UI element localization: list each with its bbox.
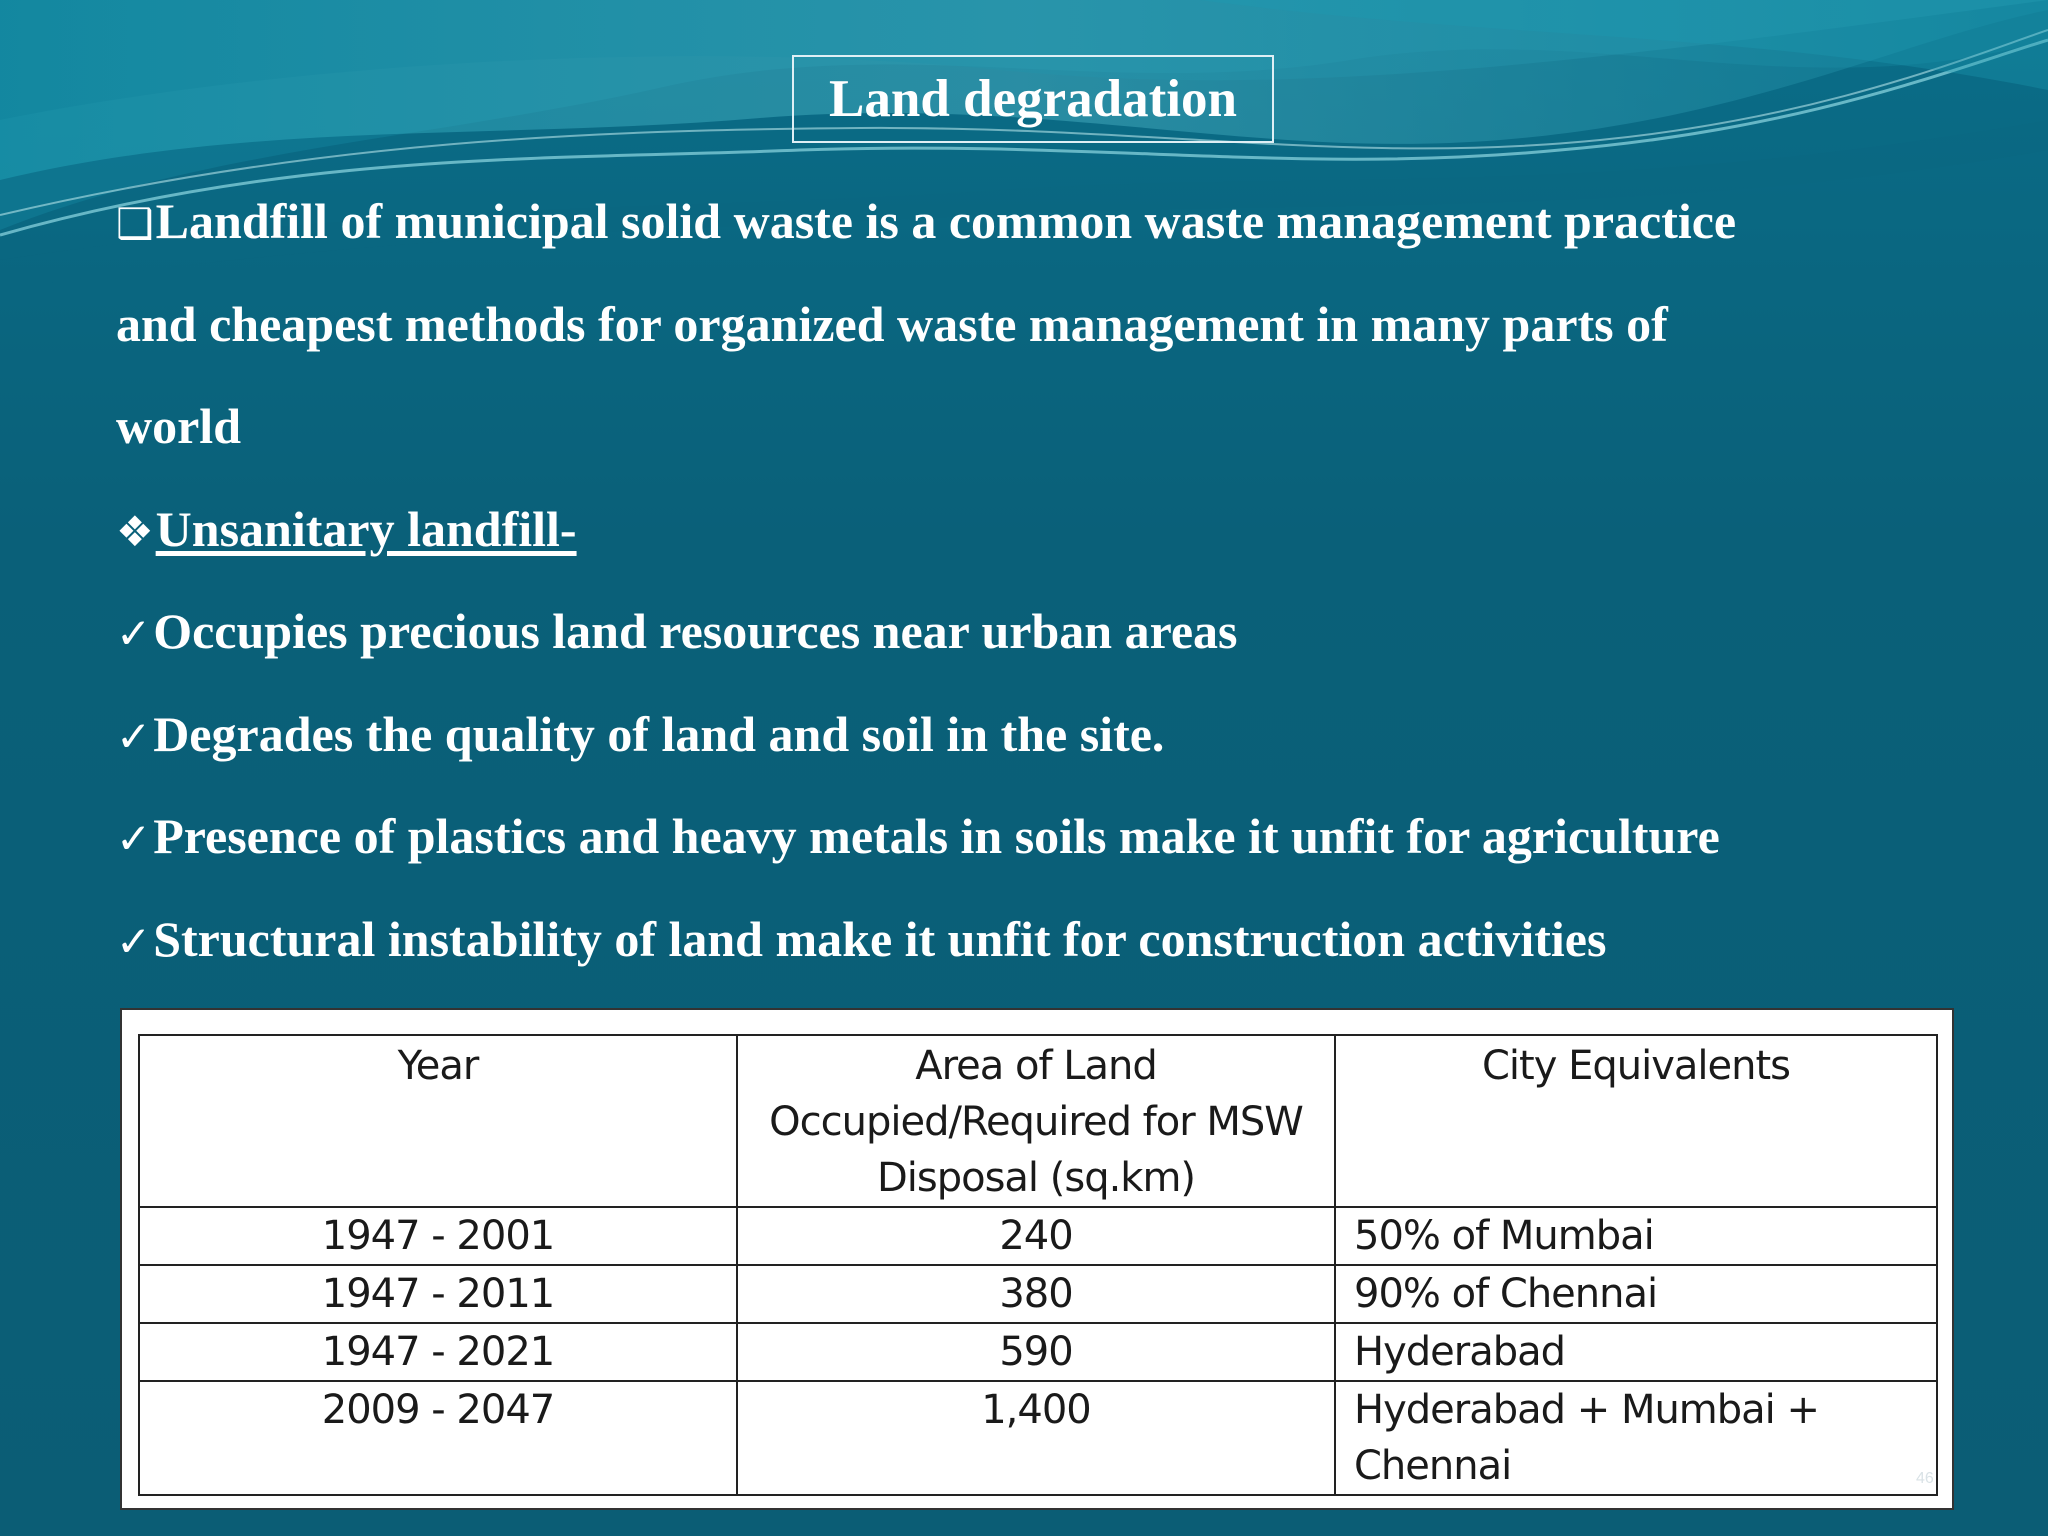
checkmark-icon: ✓	[116, 711, 152, 761]
header-area-line: Disposal (sq.km)	[876, 1155, 1196, 1201]
table-row: 1947 - 2001 240 50% of Mumbai	[138, 1206, 1938, 1266]
cell-city: 90% of Chennai	[1334, 1264, 1938, 1324]
cell-city: 50% of Mumbai	[1334, 1206, 1938, 1266]
table-panel: Year Area of Land Occupied/Required for …	[120, 1008, 1954, 1510]
bullet-text-line: world	[116, 398, 241, 454]
cell-year: 1947 - 2001	[138, 1206, 738, 1266]
table-row: 2009 - 2047 1,400 Hyderabad + Mumbai + C…	[138, 1380, 1938, 1496]
bullet-item-landfill-cont: world	[116, 375, 2016, 478]
table-row: 1947 - 2021 590 Hyderabad	[138, 1322, 1938, 1382]
bullet-text-line: and cheapest methods for organized waste…	[116, 295, 1668, 352]
header-area-line: Area of Land	[915, 1043, 1158, 1089]
subheading-unsanitary-landfill: Unsanitary landfill-	[155, 500, 577, 557]
square-bullet-icon: ❑	[116, 199, 154, 248]
table-header-row: Year Area of Land Occupied/Required for …	[138, 1034, 1938, 1208]
bullet-text: Occupies precious land resources near ur…	[153, 603, 1238, 659]
bullet-item-unsanitary: ❖Unsanitary landfill-	[116, 478, 2016, 581]
cell-year: 2009 - 2047	[138, 1380, 738, 1496]
cell-area: 380	[736, 1264, 1336, 1324]
table-row: 1947 - 2011 380 90% of Chennai	[138, 1264, 1938, 1324]
cell-city: Hyderabad	[1334, 1322, 1938, 1382]
bullet-list: ❑Landfill of municipal solid waste is a …	[116, 170, 2016, 990]
bullet-item-check: ✓Degrades the quality of land and soil i…	[116, 683, 2016, 786]
bullet-text: Degrades the quality of land and soil in…	[153, 705, 1165, 762]
cell-city-line: Chennai	[1354, 1443, 1512, 1489]
header-year-text: Year	[397, 1043, 480, 1089]
bullet-item-check: ✓Occupies precious land resources near u…	[116, 580, 2016, 683]
bullet-text-line: Landfill of municipal solid waste is a c…	[155, 193, 1737, 249]
bullet-item-check: ✓Presence of plastics and heavy metals i…	[116, 785, 2016, 888]
header-area-line: Occupied/Required for MSW	[769, 1099, 1304, 1145]
checkmark-icon: ✓	[116, 814, 152, 863]
cell-city-line: Hyderabad + Mumbai +	[1354, 1387, 1820, 1433]
cell-year: 1947 - 2011	[138, 1264, 738, 1324]
slide-title: Land degradation	[829, 70, 1237, 128]
bullet-item-landfill-cont: and cheapest methods for organized waste…	[116, 273, 2016, 376]
diamond-bullet-icon: ❖	[116, 506, 154, 556]
bullet-item-landfill: ❑Landfill of municipal solid waste is a …	[116, 170, 2016, 273]
cell-area: 240	[736, 1206, 1336, 1266]
bullet-text: Presence of plastics and heavy metals in…	[153, 808, 1720, 864]
cell-year: 1947 - 2021	[138, 1322, 738, 1382]
cell-city: Hyderabad + Mumbai + Chennai	[1334, 1380, 1938, 1496]
cell-area: 590	[736, 1322, 1336, 1382]
bullet-text: Structural instability of land make it u…	[153, 910, 1607, 967]
checkmark-icon: ✓	[116, 916, 152, 966]
title-box: Land degradation	[792, 55, 1274, 143]
header-city-text: City Equivalents	[1481, 1043, 1791, 1089]
cell-area: 1,400	[736, 1380, 1336, 1496]
bullet-item-check: ✓Structural instability of land make it …	[116, 888, 2016, 991]
page-number: 46	[1916, 1470, 1934, 1487]
header-city: City Equivalents	[1334, 1034, 1938, 1208]
header-area: Area of Land Occupied/Required for MSW D…	[736, 1034, 1336, 1208]
landfill-area-table: Year Area of Land Occupied/Required for …	[138, 1034, 1938, 1496]
checkmark-icon: ✓	[116, 609, 152, 658]
header-year: Year	[138, 1034, 738, 1208]
